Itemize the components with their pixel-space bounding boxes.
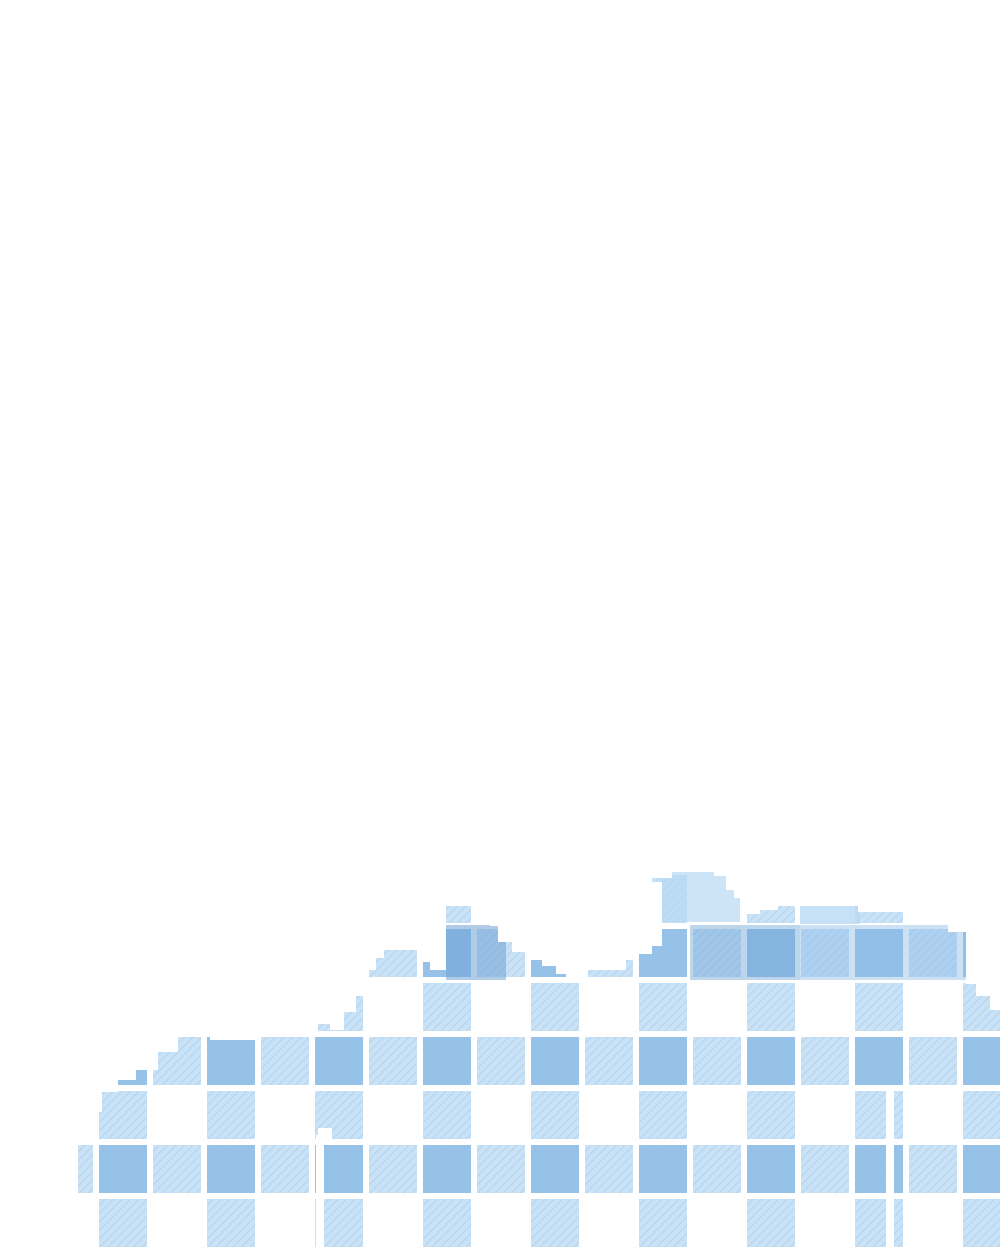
gingham-skyline-artwork [78,872,1000,1250]
image-canvas [78,872,1000,1250]
